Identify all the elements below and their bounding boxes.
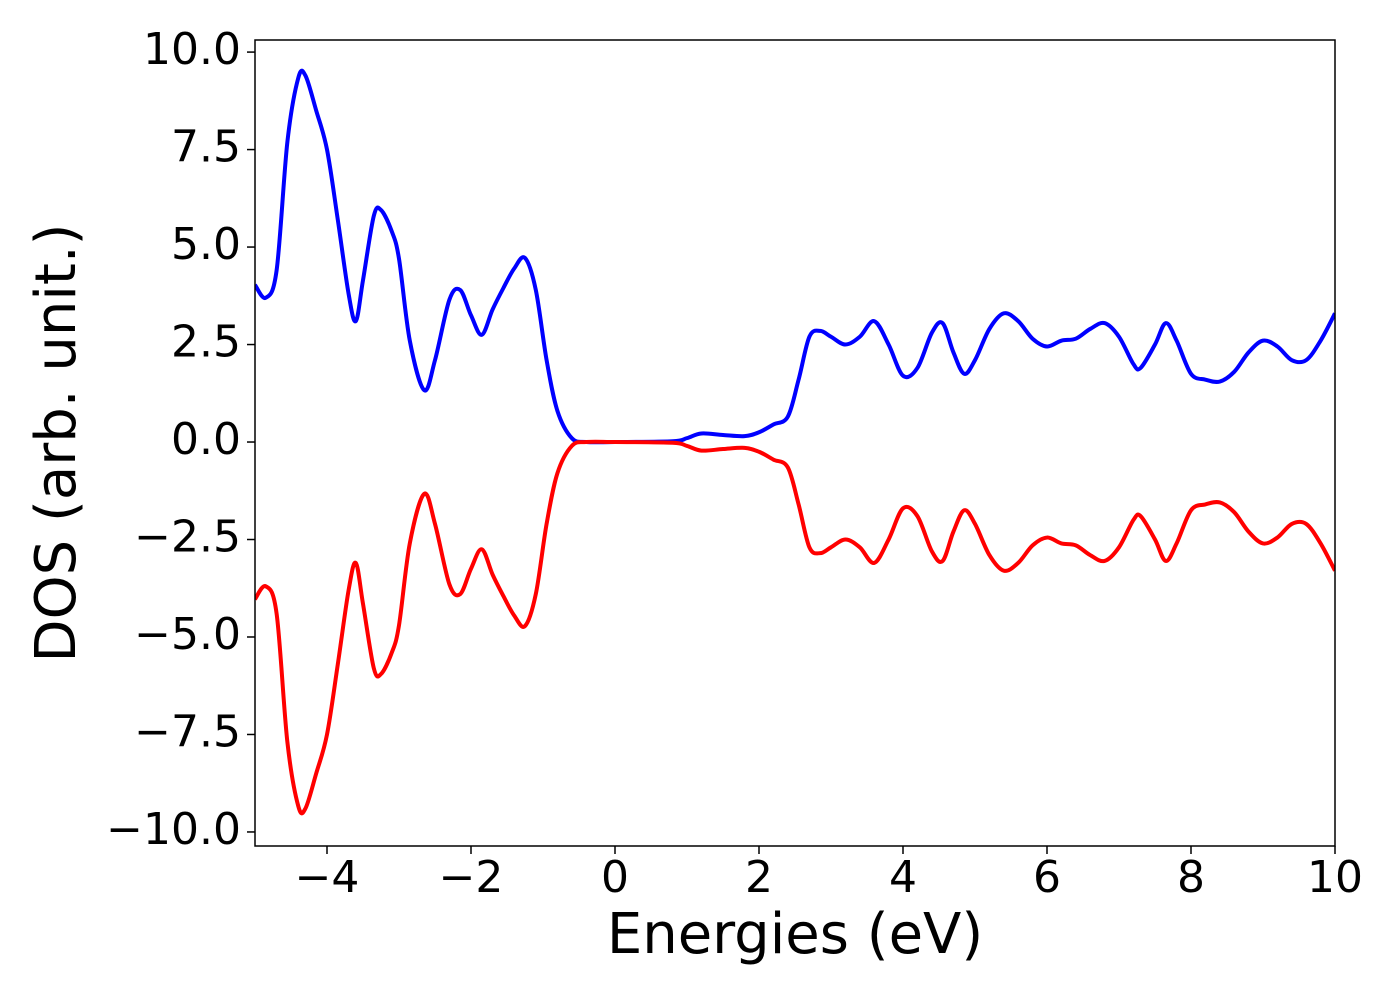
x-tick-label: −2 [439,852,504,903]
y-tick-label: −10.0 [106,804,241,855]
x-tick-label: 10 [1307,852,1363,903]
plot-frame [254,39,1336,847]
y-tick-label: −2.5 [134,512,241,563]
x-axis-label: Energies (eV) [607,902,983,967]
y-tick-label: 0.0 [171,414,241,465]
y-tick-label: −7.5 [134,706,241,757]
y-tick-label: 2.5 [171,317,241,368]
y-tick-label: 5.0 [171,219,241,270]
y-axis-label: DOS (arb. unit.) [24,223,89,662]
y-tick-label: 7.5 [171,122,241,173]
x-tick-label: 4 [889,852,917,903]
x-tick-label: 8 [1177,852,1205,903]
series-line [255,68,1335,445]
x-tick-label: 0 [601,852,629,903]
y-tick-label: −5.0 [134,609,241,660]
x-tick-label: 2 [745,852,773,903]
y-tick-label: 10.0 [143,24,241,75]
x-tick-label: −4 [295,852,360,903]
x-tick-label: 6 [1033,852,1061,903]
series-line [255,439,1335,816]
